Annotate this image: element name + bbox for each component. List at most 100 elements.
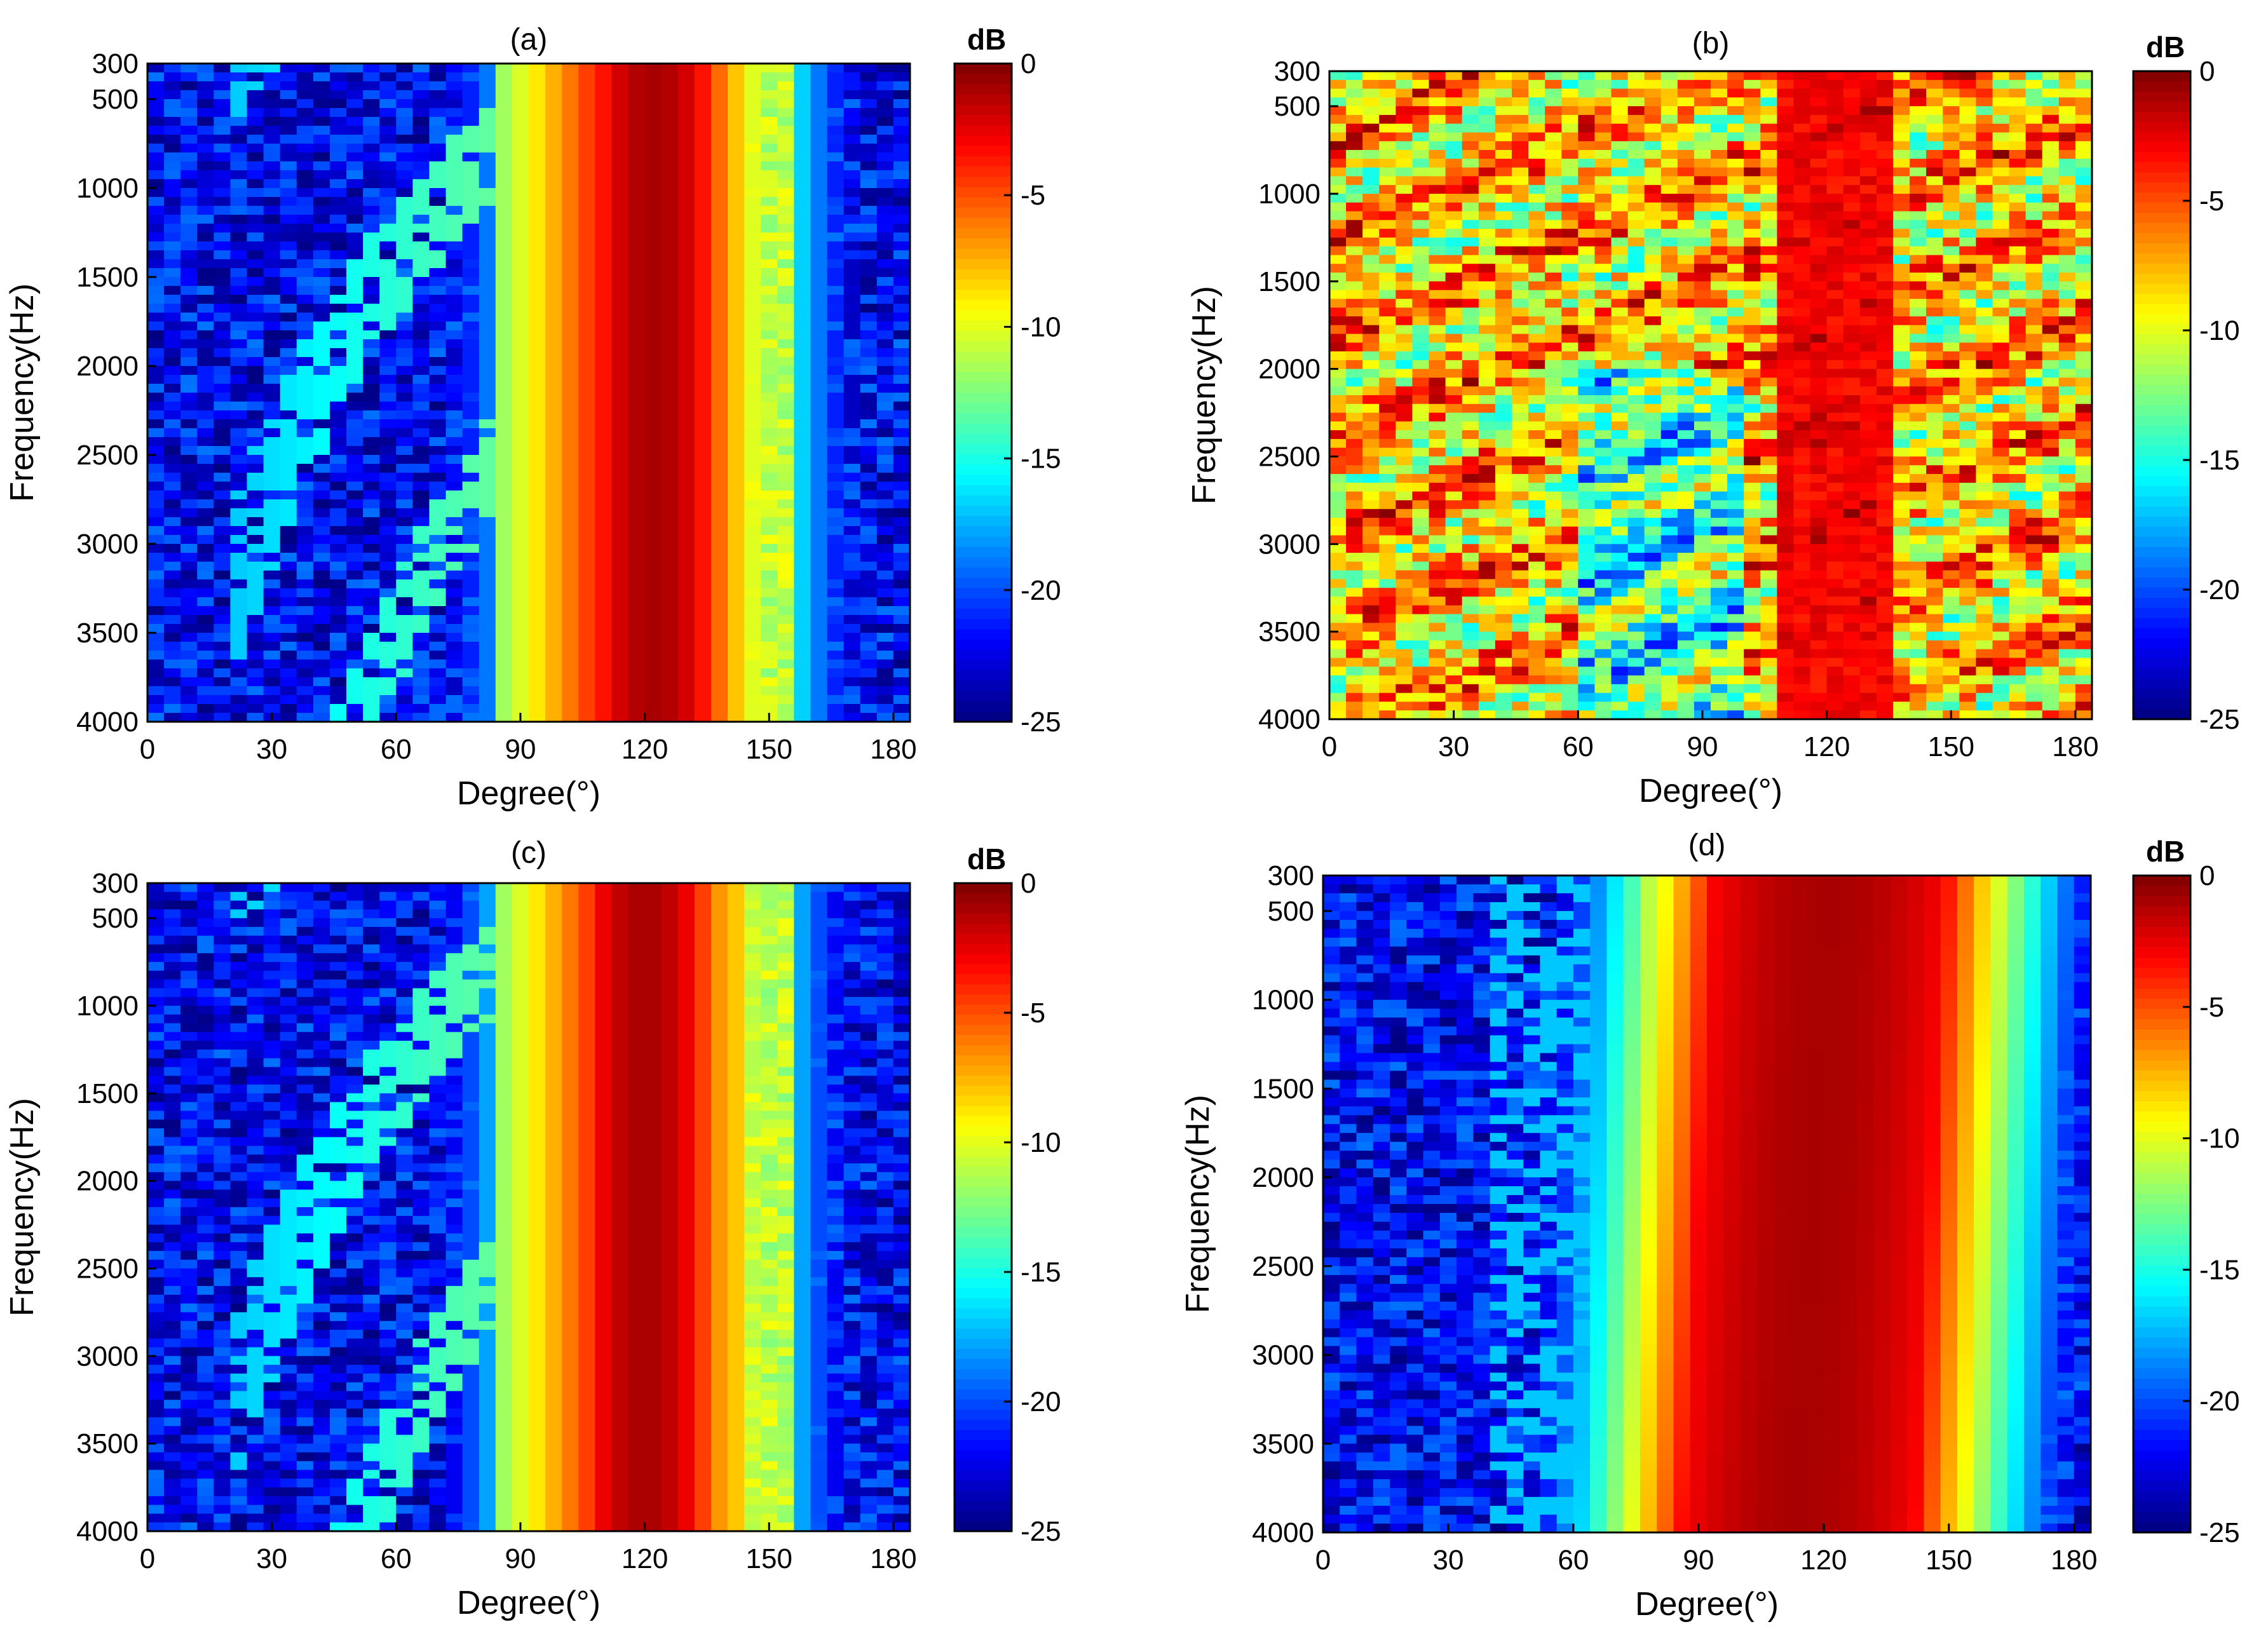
heatmap-cell [694,241,712,251]
heatmap-cell [1959,237,1976,247]
heatmap-cell [1511,132,1529,142]
heatmap-cell [1744,150,1761,159]
heatmap-cell [197,170,214,180]
heatmap-cell [1561,71,1579,81]
heatmap-cell [1346,308,1363,317]
heatmap-cell [644,179,662,189]
heatmap-cell [893,606,911,616]
heatmap-cell [329,135,347,144]
heatmap-cell [545,384,562,393]
heatmap-cell [214,508,231,518]
heatmap-cell [379,277,397,287]
heatmap-cell [578,562,595,571]
heatmap-cell [611,695,629,705]
heatmap-cell [1660,273,1678,282]
heatmap-cell [1627,106,1645,116]
y-tick-label: 3000 [76,529,139,560]
heatmap-cell [363,286,380,295]
heatmap-cell [1528,255,1545,264]
heatmap-cell [710,366,728,375]
heatmap-cell [462,170,480,180]
heatmap-cell [611,126,629,135]
heatmap-cell [893,330,911,340]
heatmap-cell [694,633,712,642]
heatmap-cell [794,615,811,625]
heatmap-cell [710,544,728,553]
heatmap-cell [1528,114,1545,125]
heatmap-cell [1943,342,1960,352]
heatmap-cell [1644,158,1662,168]
heatmap-cell [677,126,695,135]
heatmap-cell [611,375,629,384]
heatmap-cell [810,250,828,260]
heatmap-cell [147,330,165,340]
heatmap-cell [661,233,679,242]
heatmap-cell [777,277,794,287]
heatmap-cell [761,695,778,705]
heatmap-cell [1511,273,1529,282]
heatmap-cell [1810,150,1828,159]
heatmap-cell [197,330,214,340]
heatmap-cell [2058,211,2076,220]
heatmap-cell [777,295,794,304]
heatmap-cell [263,544,281,553]
heatmap-cell [860,357,878,367]
heatmap-cell [396,330,413,340]
heatmap-cell [147,455,165,464]
heatmap-cell [329,633,347,642]
heatmap-cell [661,597,679,607]
heatmap-cell [1412,334,1430,343]
heatmap-cell [529,695,546,705]
heatmap-cell [1843,308,1861,317]
heatmap-cell [214,606,231,616]
heatmap-cell [860,375,878,384]
heatmap-cell [744,677,761,687]
heatmap-cell [396,553,413,562]
heatmap-cell [247,544,264,553]
heatmap-cell [761,188,778,198]
heatmap-cell [512,241,529,251]
heatmap-cell [1926,97,1943,107]
heatmap-cell [1876,211,1894,220]
heatmap-cell [412,188,430,198]
heatmap-cell [247,90,264,100]
heatmap-cell [2058,255,2076,264]
heatmap-cell [263,179,281,189]
heatmap-cell [230,286,248,295]
heatmap-cell [1843,158,1861,168]
heatmap-cell [2075,255,2093,264]
heatmap-cell [180,464,198,473]
heatmap-cell [346,499,363,509]
heatmap-cell [628,233,646,242]
x-tick-label: 180 [870,734,916,765]
heatmap-cell [2075,264,2093,273]
heatmap-cell [445,81,463,91]
heatmap-cell [445,695,463,705]
heatmap-cell [1395,334,1413,343]
heatmap-cell [578,313,595,322]
heatmap-cell [644,304,662,313]
heatmap-cell [578,339,595,349]
heatmap-cell [694,499,712,509]
heatmap-cell [843,615,861,625]
heatmap-cell [545,704,562,713]
heatmap-cell [761,482,778,491]
heatmap-cell [843,597,861,607]
heatmap-cell [562,455,579,464]
heatmap-cell [744,553,761,562]
heatmap-cell [445,321,463,331]
heatmap-cell [710,197,728,206]
heatmap-cell [445,117,463,126]
heatmap-cell [1859,325,1877,335]
heatmap-cell [479,72,496,82]
heatmap-cell [1495,167,1512,177]
heatmap-cell [180,482,198,491]
heatmap-cell [1660,246,1678,256]
heatmap-cell [611,250,629,260]
heatmap-cell [313,633,330,642]
heatmap-cell [1843,167,1861,177]
heatmap-cell [1478,308,1496,317]
heatmap-cell [876,126,894,135]
colorbar-swatch [954,300,1012,311]
heatmap-cell [595,286,613,295]
